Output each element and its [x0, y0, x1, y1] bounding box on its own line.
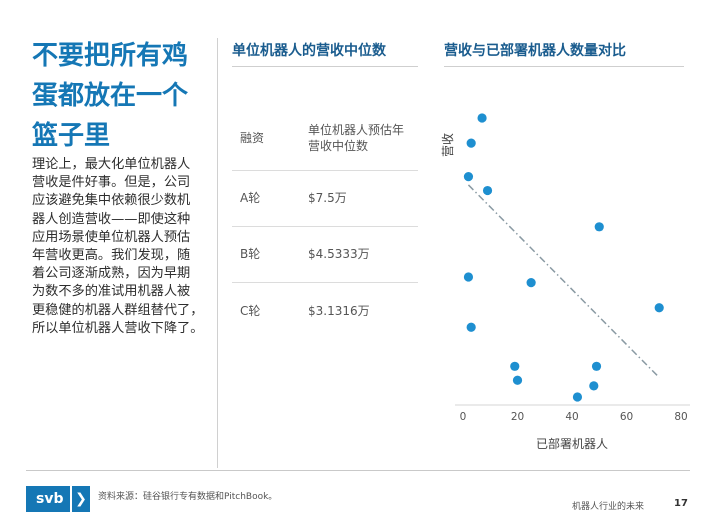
trend-line	[467, 184, 660, 378]
report-title: 机器人行业的未来	[572, 502, 645, 512]
y-axis-label: 营收	[441, 133, 455, 157]
table-header-value-line1: 单位机器人预估年	[308, 123, 405, 137]
footer-rule	[26, 470, 690, 471]
x-tick-label: 60	[620, 411, 633, 423]
x-tick-label: 0	[460, 411, 467, 423]
x-tick-label: 40	[565, 411, 578, 423]
body-line: 为数不多的准试用机器人被	[32, 284, 191, 300]
scatter-point	[589, 381, 599, 391]
title-line: 不要把所有鸡	[32, 41, 189, 71]
x-axis-label: 已部署机器人	[536, 436, 608, 451]
x-tick-label: 80	[674, 411, 687, 423]
body-line: 更稳健的机器人群组替代了，	[32, 302, 204, 318]
title-line: 蛋都放在一个	[32, 81, 189, 111]
table-row-round: A轮	[240, 191, 261, 205]
scatter-point	[477, 113, 487, 123]
body-line: 年营收更高。我们发现，随	[32, 248, 191, 264]
scatter-point	[482, 185, 493, 196]
page-title: 不要把所有鸡 蛋都放在一个 篮子里	[32, 36, 222, 156]
table-header-value: 单位机器人预估年 营收中位数	[308, 122, 404, 154]
scatter-point	[526, 278, 536, 288]
table-heading: 单位机器人的营收中位数	[232, 43, 386, 59]
body-line: 所以单位机器人营收下降了。	[32, 320, 204, 336]
scatter-point	[463, 272, 474, 282]
scatter-point	[466, 322, 476, 332]
scatter-point	[572, 392, 583, 402]
table-row-value: $4.5333万	[308, 247, 370, 261]
scatter-point	[510, 361, 520, 371]
source-note: 资料来源：硅谷银行专有数据和PitchBook。	[98, 492, 278, 502]
table-row-value: $3.1316万	[308, 304, 370, 318]
scatter-point	[591, 361, 602, 371]
x-tick-label: 20	[511, 411, 524, 423]
table-row-value: $7.5万	[308, 191, 347, 205]
table-divider	[232, 282, 418, 283]
scatter-point	[594, 222, 604, 232]
body-line: 理论上，最大化单位机器人	[32, 157, 191, 172]
table-row-round: B轮	[240, 247, 261, 261]
body-paragraph: 理论上，最大化单位机器人 营收是件好事。但是，公司 应该避免集中依赖很少数机 器…	[32, 156, 210, 338]
scatter-point	[466, 138, 476, 148]
table-heading-rule	[232, 66, 418, 67]
body-line: 营收是件好事。但是，公司	[32, 175, 191, 191]
chevron-right-icon: ❯	[75, 491, 87, 507]
body-line: 器人创造营收——即使这种	[32, 211, 191, 227]
svb-logo-separator	[70, 486, 72, 512]
svb-logo: svb ❯	[26, 486, 90, 512]
title-line: 篮子里	[32, 121, 111, 151]
table-header-value-line2: 营收中位数	[308, 139, 369, 153]
table-row-round: C轮	[240, 304, 261, 318]
body-line: 应该避免集中依赖很少数机	[32, 193, 191, 209]
scatter-point	[512, 375, 523, 385]
svb-logo-text: svb	[36, 491, 64, 507]
scatter-point	[654, 303, 664, 313]
table-divider	[232, 170, 418, 171]
table-divider	[232, 226, 418, 227]
scatter-point	[463, 171, 474, 182]
chart-title: 营收与已部署机器人数量对比	[444, 43, 626, 59]
page-number: 17	[674, 498, 688, 509]
chart-title-rule	[444, 66, 684, 67]
body-line: 应用场景使单位机器人预估	[32, 229, 191, 245]
table-header-round: 融资	[240, 131, 265, 145]
body-line: 着公司逐渐成熟，因为早期	[32, 266, 191, 282]
column-divider	[217, 38, 218, 468]
